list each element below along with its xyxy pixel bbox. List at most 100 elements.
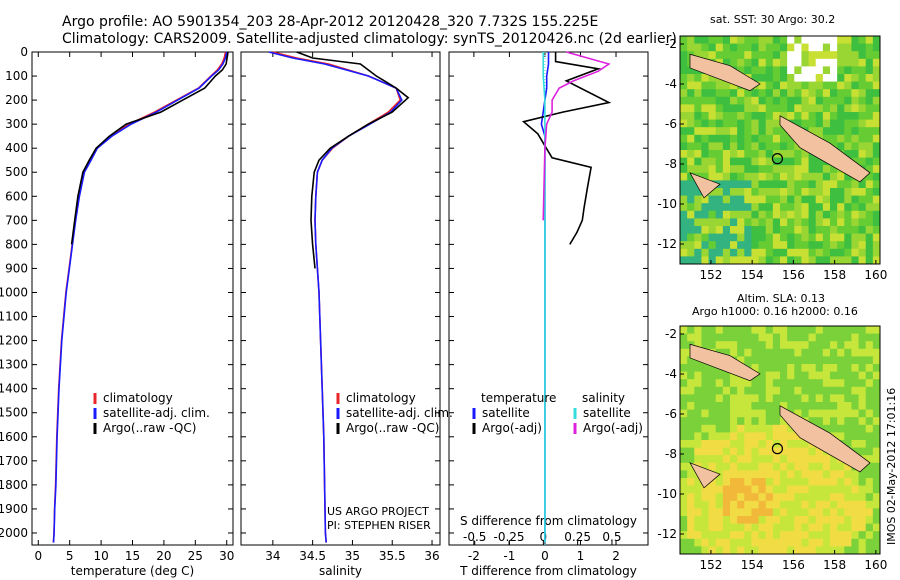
series-line-4 [542, 51, 611, 221]
legend-label: climatology [346, 391, 416, 405]
map-y-tick-label: -6 [665, 117, 677, 131]
map-x-tick-label: 160 [864, 268, 887, 282]
y-tick-label: 400 [5, 141, 28, 155]
x-tick-label: 2 [612, 549, 620, 563]
y-tick-label: 100 [5, 69, 28, 83]
top-tick-label: 0.25 [564, 530, 591, 544]
map-y-tick-label: -10 [657, 197, 677, 211]
top-tick-label: -0.5 [463, 530, 486, 544]
plot-frame [31, 51, 234, 546]
x-axis-label: temperature (deg C) [71, 564, 194, 578]
y-tick-label: 1100 [0, 310, 28, 324]
chart-panel-1: 0 5 10 15 20 25 300100200300400500600700800900… [0, 45, 234, 578]
map-x-tick-label: 156 [782, 268, 805, 282]
map-x-tick-label: 152 [699, 268, 722, 282]
map-frame [679, 325, 881, 555]
series-line-1 [52, 51, 227, 543]
chart-panel-2: 34 34.5 35 35.5 36 salinity [240, 51, 441, 578]
y-tick-label: 800 [5, 237, 28, 251]
map-y-tick-label: -8 [665, 447, 677, 461]
x-axis-label: salinity [319, 564, 362, 578]
y-tick-label: 0 [20, 45, 28, 59]
x-tick-label: -2 [468, 549, 480, 563]
diff-legend-sal-header: salinity [582, 391, 625, 405]
chart-panel-3: -2 -1 0 1 2 -0.5 -0.25 0 0.25 0.5 S difference fro… [448, 51, 649, 578]
x-tick-label: 5 [66, 549, 74, 563]
x-tick-label: 34 [265, 549, 280, 563]
series-line-3 [70, 51, 229, 245]
legend-label: Argo(..raw -QC) [103, 421, 196, 435]
y-tick-label: 600 [5, 189, 28, 203]
y-tick-label: 1300 [0, 358, 28, 372]
map-x-tick-label: 160 [864, 558, 887, 572]
y-tick-label: 2000 [0, 526, 28, 540]
y-tick-label: 1200 [0, 334, 28, 348]
sst-map: 152 154 156 158 160 -2 -4 -6 -8 -10 -12 [657, 35, 887, 282]
map-x-tick-label: 156 [782, 558, 805, 572]
legend-label: Argo(-adj) [482, 421, 542, 435]
title-line-2: Climatology: CARS2009. Satellite-adjuste… [62, 31, 677, 47]
x-tick-label: -1 [503, 549, 515, 563]
footer-timestamp: IMOS 02-May-2012 17:01:16 [885, 388, 898, 545]
series-line-2 [52, 51, 228, 543]
map-y-tick-label: -6 [665, 407, 677, 421]
legend-label: Argo(..raw -QC) [346, 421, 439, 435]
series-line-3 [296, 51, 410, 269]
y-tick-label: 900 [5, 261, 28, 275]
y-tick-label: 1000 [0, 285, 28, 299]
x-axis-label-top: S difference from climatology [460, 514, 637, 528]
y-tick-label: 700 [5, 213, 28, 227]
top-tick-label: 0.5 [602, 530, 621, 544]
footer-project: US ARGO PROJECT [327, 505, 429, 518]
map-x-tick-label: 154 [741, 558, 764, 572]
x-tick-label: 0 [541, 549, 549, 563]
map-y-tick-label: -12 [657, 237, 677, 251]
sst-map-title: sat. SST: 30 Argo: 30.2 [710, 13, 835, 26]
title-line-1: Argo profile: AO 5901354_203 28-Apr-2012… [62, 14, 598, 30]
argo-float-marker [771, 443, 784, 455]
legend-label: satellite-adj. clim. [103, 406, 210, 420]
y-tick-label: 1700 [0, 454, 28, 468]
series-line-2 [521, 52, 612, 245]
x-tick-label: 1 [577, 549, 585, 563]
y-tick-label: 1800 [0, 478, 28, 492]
x-tick-label: 34.5 [299, 549, 326, 563]
map-x-tick-label: 158 [823, 558, 846, 572]
x-axis-label: T difference from climatology [459, 564, 637, 578]
legend-label: satellite [583, 406, 631, 420]
map-y-tick-label: -2 [665, 37, 677, 51]
map-y-tick-label: -2 [665, 327, 677, 341]
map-y-tick-label: -12 [657, 527, 677, 541]
series-line-2 [268, 51, 403, 543]
series-line-3 [542, 52, 546, 543]
y-tick-label: 300 [5, 117, 28, 131]
coastline-shape [689, 53, 871, 199]
x-tick-label: 15 [125, 549, 140, 563]
map-x-tick-label: 154 [741, 268, 764, 282]
plot-frame [240, 51, 441, 546]
plot-frame [448, 51, 649, 546]
map-y-tick-label: -4 [665, 367, 677, 381]
x-tick-label: 36 [424, 549, 439, 563]
y-tick-label: 500 [5, 165, 28, 179]
argo-float-marker [771, 153, 784, 165]
x-tick-label: 10 [93, 549, 108, 563]
y-tick-label: 200 [5, 93, 28, 107]
x-tick-label: 35 [345, 549, 360, 563]
legend-label: satellite-adj. clim. [346, 406, 453, 420]
top-tick-label: -0.25 [494, 530, 525, 544]
x-tick-label: 25 [188, 549, 203, 563]
top-tick-label: 0 [540, 530, 548, 544]
series-line-1 [272, 51, 402, 543]
y-tick-label: 1400 [0, 382, 28, 396]
x-tick-label: 0 [34, 549, 42, 563]
x-tick-label: 30 [219, 549, 234, 563]
legend-label: Argo(-adj) [583, 421, 643, 435]
map-y-tick-label: -4 [665, 77, 677, 91]
footer-pi: PI: STEPHEN RISER [327, 519, 431, 532]
y-tick-label: 1600 [0, 430, 28, 444]
map-x-tick-label: 152 [699, 558, 722, 572]
